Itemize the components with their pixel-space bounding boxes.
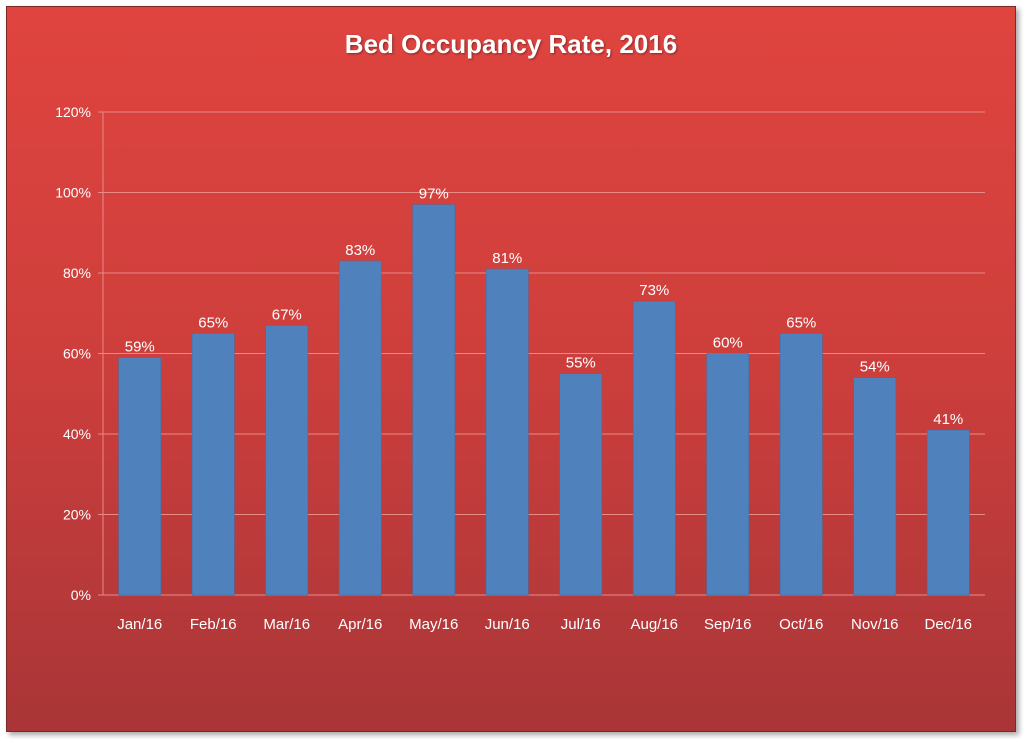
bar: [412, 204, 456, 596]
bar: [559, 373, 603, 596]
bar: [853, 377, 897, 596]
y-tick-label: 80%: [63, 265, 91, 281]
x-tick-label: Aug/16: [630, 616, 678, 633]
y-tick-label: 0%: [71, 587, 91, 603]
data-label: 54%: [860, 359, 890, 376]
data-label: 83%: [345, 242, 375, 259]
data-label: 65%: [786, 314, 816, 331]
x-tick-label: Jun/16: [485, 616, 530, 633]
y-tick-label: 20%: [63, 507, 91, 523]
bar: [485, 268, 529, 596]
bar: [338, 260, 382, 596]
data-label: 67%: [272, 306, 302, 323]
y-tick-label: 120%: [55, 104, 91, 120]
y-tick-label: 60%: [63, 346, 91, 362]
data-label: 55%: [566, 355, 596, 372]
chart-title: Bed Occupancy Rate, 2016: [344, 29, 678, 59]
x-tick-label: Feb/16: [190, 616, 237, 633]
bar: [632, 300, 676, 596]
bar: [191, 333, 235, 596]
data-label: 97%: [419, 186, 449, 203]
x-tick-label: Sep/16: [704, 616, 752, 633]
y-tick-label: 100%: [55, 185, 91, 201]
x-tick-label: Nov/16: [851, 616, 899, 633]
x-tick-label: Dec/16: [924, 616, 972, 633]
bar: [926, 429, 970, 596]
y-tick-label: 40%: [63, 426, 91, 442]
data-label: 65%: [198, 314, 228, 331]
bar: [118, 357, 162, 596]
x-tick-label: Jan/16: [117, 616, 162, 633]
x-tick-label: Jul/16: [561, 616, 601, 633]
x-tick-label: May/16: [409, 616, 458, 633]
x-tick-label: Mar/16: [263, 616, 310, 633]
data-label: 41%: [933, 411, 963, 428]
data-label: 73%: [639, 282, 669, 299]
data-label: 81%: [492, 250, 522, 267]
bar: [265, 325, 309, 596]
x-tick-label: Oct/16: [779, 616, 823, 633]
data-label: 59%: [125, 339, 155, 356]
data-label: 60%: [713, 335, 743, 352]
bar: [706, 353, 750, 596]
bar: [779, 333, 823, 596]
x-tick-label: Apr/16: [338, 616, 382, 633]
